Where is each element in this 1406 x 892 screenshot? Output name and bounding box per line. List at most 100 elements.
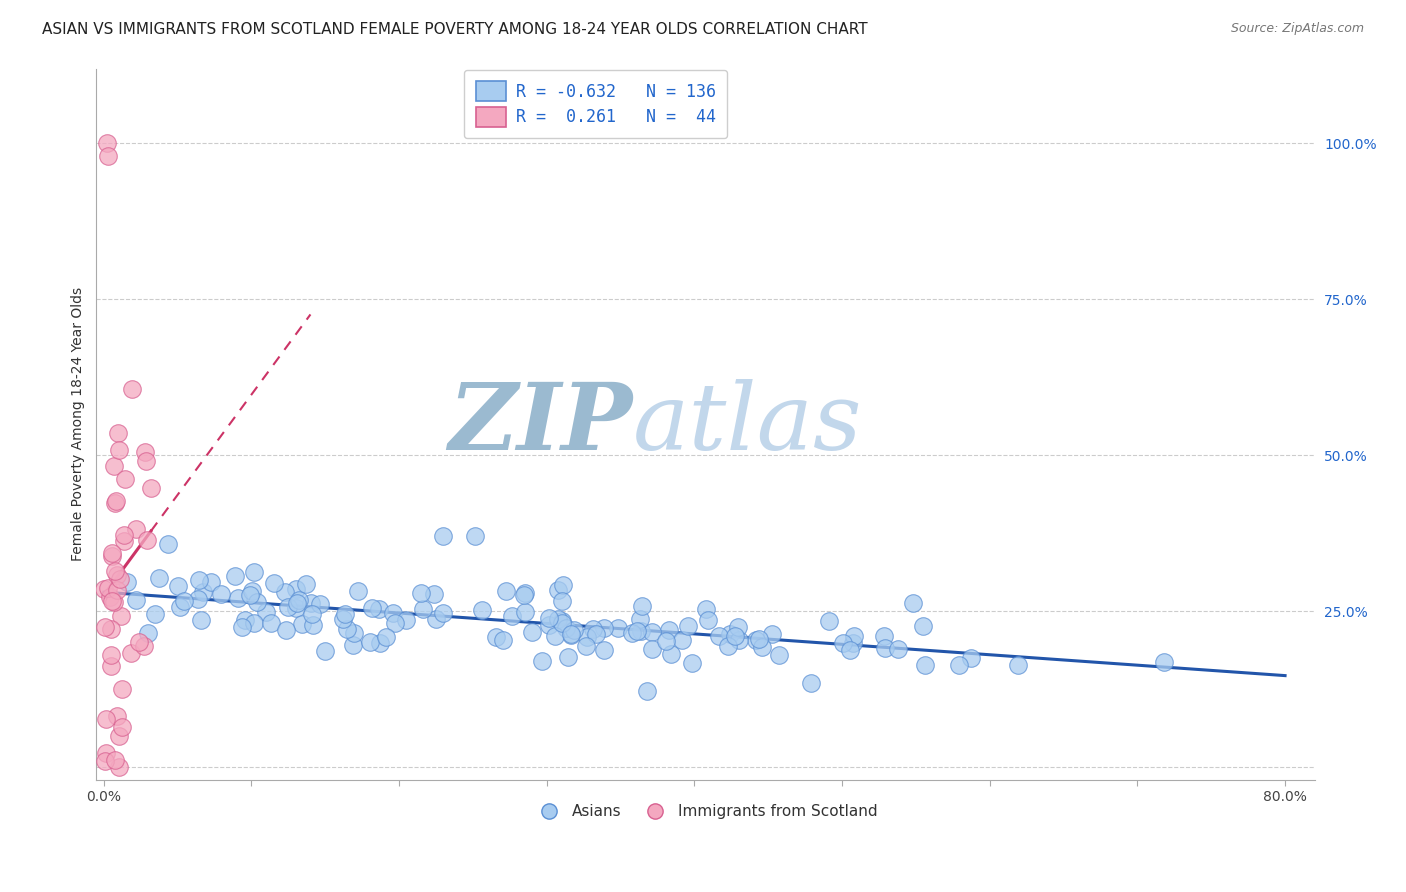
Point bbox=[575, 639, 598, 653]
Point bbox=[359, 635, 381, 649]
Point bbox=[485, 631, 508, 645]
Point bbox=[111, 720, 134, 734]
Point bbox=[641, 642, 664, 657]
Point bbox=[914, 657, 936, 672]
Point bbox=[104, 564, 127, 578]
Point bbox=[901, 596, 924, 610]
Point bbox=[239, 588, 262, 602]
Point bbox=[209, 587, 232, 601]
Point bbox=[143, 607, 166, 622]
Point bbox=[332, 612, 354, 626]
Point bbox=[301, 607, 323, 621]
Point bbox=[125, 522, 148, 536]
Point bbox=[110, 682, 132, 697]
Point bbox=[576, 630, 599, 644]
Point bbox=[621, 625, 644, 640]
Point bbox=[959, 651, 981, 665]
Point bbox=[100, 648, 122, 662]
Point bbox=[246, 595, 269, 609]
Point bbox=[128, 635, 150, 649]
Point bbox=[105, 567, 128, 582]
Point bbox=[659, 648, 682, 662]
Point bbox=[187, 573, 209, 587]
Point bbox=[697, 613, 720, 627]
Point bbox=[555, 621, 578, 635]
Point bbox=[560, 627, 582, 641]
Point bbox=[718, 627, 741, 641]
Point bbox=[291, 616, 314, 631]
Point bbox=[274, 584, 297, 599]
Point bbox=[112, 533, 135, 548]
Point bbox=[103, 458, 125, 473]
Point bbox=[557, 649, 579, 664]
Point bbox=[114, 472, 136, 486]
Point bbox=[361, 600, 384, 615]
Point bbox=[200, 574, 222, 589]
Point bbox=[592, 621, 614, 635]
Point bbox=[707, 629, 730, 643]
Point bbox=[285, 601, 308, 615]
Point bbox=[671, 632, 693, 647]
Point bbox=[551, 614, 574, 628]
Point bbox=[717, 639, 740, 653]
Point bbox=[761, 627, 783, 641]
Point bbox=[551, 578, 574, 592]
Point bbox=[501, 609, 523, 624]
Point bbox=[628, 612, 651, 626]
Point bbox=[423, 587, 446, 601]
Point bbox=[520, 625, 543, 640]
Point bbox=[432, 606, 454, 620]
Point bbox=[101, 549, 124, 563]
Point bbox=[166, 579, 188, 593]
Point bbox=[242, 615, 264, 630]
Point bbox=[768, 648, 790, 663]
Point bbox=[287, 593, 309, 607]
Point bbox=[112, 528, 135, 542]
Point bbox=[911, 619, 934, 633]
Point bbox=[104, 753, 127, 767]
Point bbox=[274, 624, 297, 638]
Point bbox=[463, 529, 485, 543]
Point bbox=[135, 453, 157, 467]
Point bbox=[538, 611, 561, 625]
Point bbox=[551, 616, 574, 631]
Text: ZIP: ZIP bbox=[449, 379, 633, 469]
Point bbox=[630, 599, 652, 614]
Point bbox=[134, 445, 156, 459]
Point bbox=[117, 575, 139, 590]
Point bbox=[887, 642, 910, 657]
Point bbox=[727, 620, 749, 634]
Point bbox=[93, 754, 115, 768]
Point bbox=[873, 629, 896, 643]
Point bbox=[425, 612, 447, 626]
Point bbox=[626, 624, 648, 639]
Point bbox=[228, 591, 250, 606]
Point bbox=[333, 607, 356, 621]
Point bbox=[655, 633, 678, 648]
Point bbox=[343, 626, 366, 640]
Point bbox=[560, 627, 582, 641]
Text: atlas: atlas bbox=[633, 379, 862, 469]
Point bbox=[538, 617, 561, 632]
Point bbox=[96, 136, 118, 151]
Point bbox=[347, 583, 370, 598]
Point bbox=[409, 586, 432, 600]
Point bbox=[381, 606, 404, 620]
Point bbox=[512, 588, 534, 602]
Point bbox=[832, 636, 855, 650]
Point bbox=[695, 602, 717, 616]
Point bbox=[314, 644, 336, 658]
Point bbox=[838, 643, 860, 657]
Point bbox=[132, 639, 155, 653]
Point bbox=[295, 577, 318, 591]
Point bbox=[630, 624, 652, 638]
Point bbox=[285, 596, 308, 610]
Point bbox=[233, 613, 256, 627]
Point bbox=[277, 600, 299, 615]
Point bbox=[148, 570, 170, 584]
Point bbox=[948, 657, 970, 672]
Point bbox=[93, 582, 115, 597]
Point bbox=[1007, 658, 1029, 673]
Point bbox=[495, 583, 517, 598]
Point bbox=[309, 597, 332, 611]
